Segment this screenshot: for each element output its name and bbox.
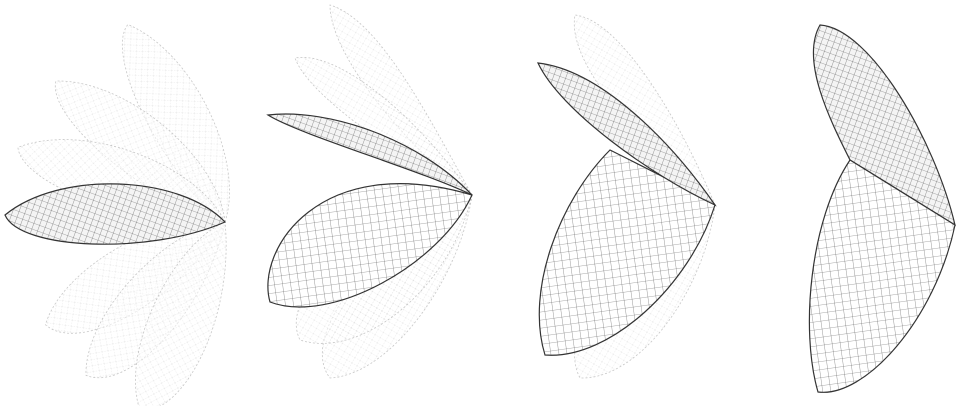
fold-stage-2 bbox=[266, 4, 474, 379]
fold-stage-4 bbox=[808, 24, 956, 393]
upper-flap bbox=[266, 113, 473, 196]
lower-surface bbox=[267, 183, 473, 308]
lower-surface bbox=[538, 149, 716, 356]
ghost-leaf bbox=[135, 221, 227, 406]
fold-stage-3 bbox=[537, 14, 717, 379]
upper-surface bbox=[812, 24, 956, 227]
leaf bbox=[4, 183, 227, 245]
upper-flap bbox=[537, 62, 717, 207]
lower-surface bbox=[808, 159, 956, 393]
fold-stage-1 bbox=[4, 23, 230, 406]
